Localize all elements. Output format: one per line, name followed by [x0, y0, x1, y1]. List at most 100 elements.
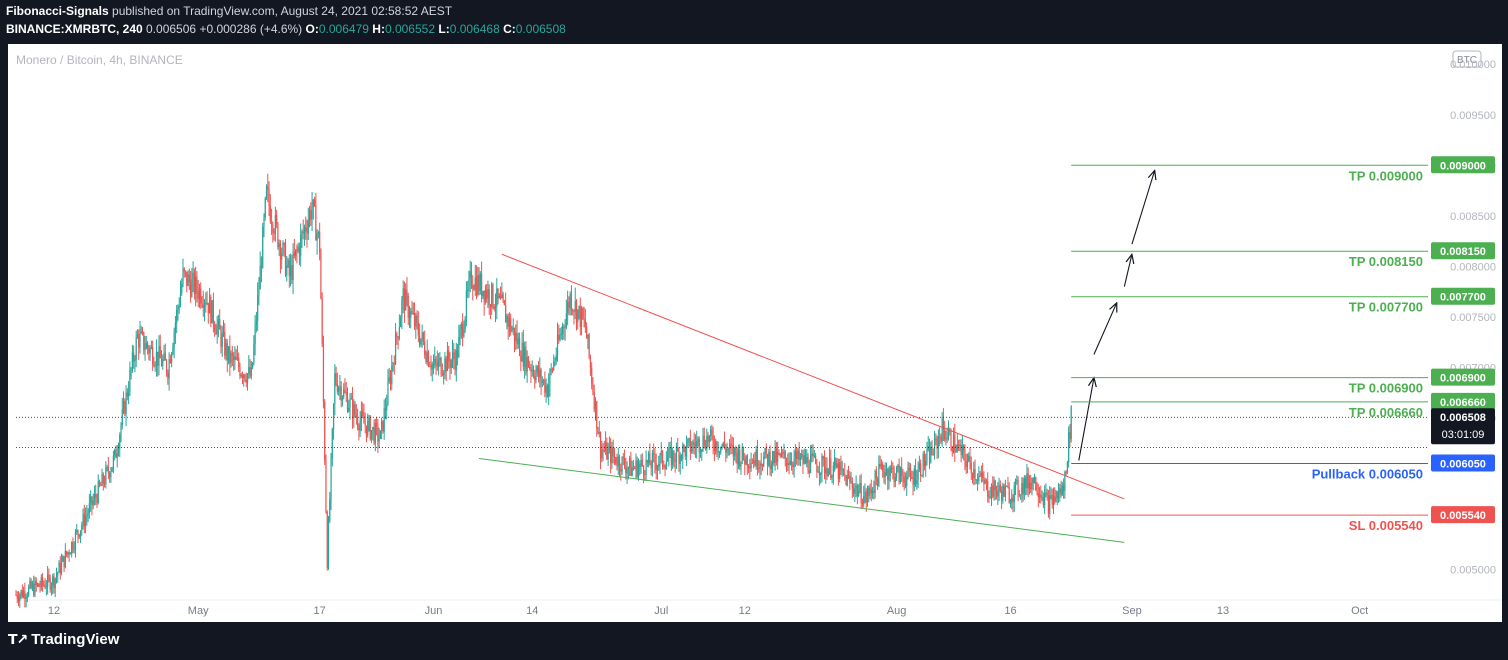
candle-body: [355, 414, 357, 418]
candle-body: [578, 306, 580, 310]
level-label: TP 0.006660: [1349, 405, 1423, 420]
candle-body: [512, 327, 514, 330]
candle-body: [244, 374, 246, 380]
candle-body: [157, 351, 159, 366]
candle-body: [274, 215, 276, 234]
footer-brand[interactable]: 𝗧↗ TradingView: [8, 631, 119, 648]
candle-body: [537, 366, 540, 378]
chart-panel[interactable]: Monero / Bitcoin, 4h, BINANCE BTC 0.010000…: [8, 44, 1502, 622]
candle-body: [249, 367, 251, 377]
candle-body: [320, 252, 322, 299]
candle-body: [837, 463, 840, 479]
candle-body: [1035, 477, 1037, 491]
current-price-label: 0.006508: [1440, 412, 1486, 424]
candle-body: [806, 456, 808, 464]
candle-body: [766, 454, 769, 466]
candle-body: [354, 403, 356, 415]
currency-badge: [1452, 50, 1482, 68]
candle-body: [67, 552, 69, 555]
candle-body: [45, 586, 47, 588]
candle-body: [543, 379, 545, 382]
candle-body: [260, 265, 263, 268]
candle-body: [446, 350, 449, 372]
y-tick-label: 0.008500: [1450, 211, 1496, 223]
candle-body: [680, 455, 683, 460]
candle-body: [549, 370, 551, 385]
candle-body: [912, 478, 914, 486]
candle-body: [345, 392, 347, 395]
candle-body: [596, 401, 598, 429]
level-price-badge-label: 0.006900: [1440, 373, 1486, 385]
candle-body: [72, 542, 74, 550]
candle-body: [882, 463, 884, 472]
candle-body: [174, 323, 177, 332]
ohlc-line: BINANCE:XMRBTC, 240 0.006506 +0.000286 (…: [6, 22, 566, 36]
candle-body: [169, 359, 171, 363]
candle-body: [715, 441, 717, 452]
candle-body: [387, 381, 389, 405]
candle-body: [875, 470, 877, 479]
candle-body: [483, 290, 485, 302]
candle-body: [29, 581, 31, 587]
candle-body: [885, 469, 888, 473]
candle-body: [735, 447, 737, 453]
candle-body: [802, 453, 804, 464]
candle-body: [172, 347, 174, 354]
candle-body: [34, 580, 36, 596]
candle-body: [908, 467, 910, 471]
candle-body: [849, 476, 851, 482]
candle-body: [527, 356, 530, 368]
candle-body: [464, 317, 466, 330]
candle-body: [935, 438, 937, 440]
candle-body: [728, 443, 731, 449]
candle-body: [507, 315, 509, 327]
candle-body: [44, 584, 46, 588]
high-value: 0.006552: [384, 22, 436, 36]
candle-body: [745, 455, 747, 465]
candle-body: [400, 317, 402, 328]
level-price-badge-label: 0.006050: [1440, 459, 1486, 471]
candle-body: [191, 278, 193, 297]
candle-body: [432, 364, 435, 366]
candle-body: [43, 584, 45, 586]
author-name[interactable]: Fibonacci-Signals: [6, 4, 109, 18]
candle-body: [554, 360, 556, 362]
candle-body: [563, 326, 565, 328]
candle-body: [545, 385, 547, 393]
candle-body: [1027, 473, 1029, 489]
candle-body: [731, 445, 733, 447]
candle-body: [1068, 432, 1070, 463]
candle-body: [799, 456, 802, 460]
candle-body: [312, 199, 314, 207]
candle-body: [750, 463, 752, 469]
candle-body: [789, 461, 791, 465]
candle-body: [621, 456, 623, 472]
candle-body: [804, 455, 807, 464]
candle-body: [983, 478, 985, 484]
candle-body: [928, 446, 931, 463]
candle-body: [188, 274, 190, 283]
price-chart[interactable]: Monero / Bitcoin, 4h, BINANCE BTC0.010000…: [8, 44, 1502, 622]
candle-body: [276, 215, 278, 224]
candle-body: [1011, 497, 1013, 503]
candle-body: [482, 290, 484, 297]
candle-body: [510, 318, 512, 332]
candle-body: [54, 578, 56, 589]
candle-body: [460, 324, 462, 330]
candle-body: [165, 360, 168, 373]
candle-body: [258, 289, 260, 295]
candle-body: [826, 467, 828, 477]
candle-body: [424, 341, 426, 355]
candle-body: [319, 231, 321, 253]
candle-body: [336, 383, 338, 392]
candle-body: [378, 438, 380, 442]
candle-body: [692, 442, 694, 449]
candle-body: [346, 394, 349, 412]
candle-body: [1044, 492, 1046, 506]
candle-body: [551, 369, 554, 371]
candle-body: [535, 372, 537, 381]
candle-body: [178, 305, 180, 308]
candle-body: [239, 367, 241, 377]
candle-body: [236, 358, 239, 360]
candle-body: [368, 417, 370, 421]
